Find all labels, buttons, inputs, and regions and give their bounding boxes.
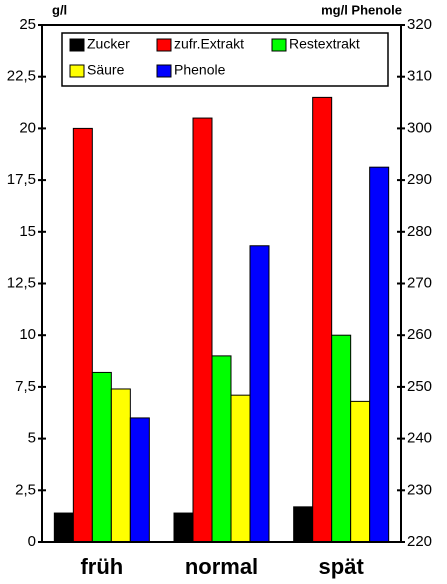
y2-tick-label: 290 xyxy=(407,171,432,188)
y2-tick-label: 220 xyxy=(407,533,432,550)
y-tick-label: 17,5 xyxy=(7,171,36,188)
bar xyxy=(230,394,251,543)
y-axis-title: g/l xyxy=(52,2,67,17)
legend-label: Säure xyxy=(87,62,125,78)
y-tick-label: 15 xyxy=(19,223,36,240)
legend-swatch xyxy=(156,38,172,52)
y-tick-label: 10 xyxy=(19,326,36,343)
y2-tick-label: 250 xyxy=(407,378,432,395)
bar xyxy=(72,127,93,543)
y-tick-label: 20 xyxy=(19,119,36,136)
legend-swatch xyxy=(156,64,172,78)
bar xyxy=(249,245,270,543)
bar xyxy=(91,371,112,543)
bar xyxy=(53,512,74,543)
bar xyxy=(129,417,150,543)
bar xyxy=(350,400,371,543)
legend-swatch xyxy=(69,64,85,78)
y2-tick-label: 260 xyxy=(407,326,432,343)
legend-box xyxy=(61,32,389,87)
bar xyxy=(293,506,314,543)
bar xyxy=(192,117,213,543)
y2-axis-title: mg/l Phenole xyxy=(321,2,402,17)
bar xyxy=(312,96,333,543)
bar xyxy=(331,334,352,543)
y2-tick-label: 300 xyxy=(407,119,432,136)
y-tick-label: 2,5 xyxy=(15,481,36,498)
y2-tick-label: 270 xyxy=(407,274,432,291)
y2-tick-label: 240 xyxy=(407,430,432,447)
legend-swatch xyxy=(271,38,287,52)
plot-frame xyxy=(41,24,402,543)
legend-label: Phenole xyxy=(174,62,226,78)
y2-tick-label: 230 xyxy=(407,481,432,498)
y2-tick-label: 280 xyxy=(407,223,432,240)
legend-label: zufr.Extrakt xyxy=(174,36,244,52)
x-tick-label: normal xyxy=(185,554,258,579)
y2-tick-label: 310 xyxy=(407,68,432,85)
x-tick-label: spät xyxy=(319,554,365,579)
y-tick-label: 0 xyxy=(28,533,36,550)
bar xyxy=(110,388,131,543)
y-tick-label: 12,5 xyxy=(7,274,36,291)
bar xyxy=(369,166,390,543)
y2-tick-label: 320 xyxy=(407,16,432,33)
legend-label: Zucker xyxy=(87,36,130,52)
y-tick-label: 7,5 xyxy=(15,378,36,395)
x-tick-label: früh xyxy=(80,554,123,579)
legend-swatch xyxy=(69,38,85,52)
y-tick-label: 22,5 xyxy=(7,68,36,85)
y-tick-label: 25 xyxy=(19,16,36,33)
legend-label: Restextrakt xyxy=(289,36,360,52)
bar xyxy=(211,355,232,543)
y-tick-label: 5 xyxy=(28,430,36,447)
bar xyxy=(173,512,194,543)
